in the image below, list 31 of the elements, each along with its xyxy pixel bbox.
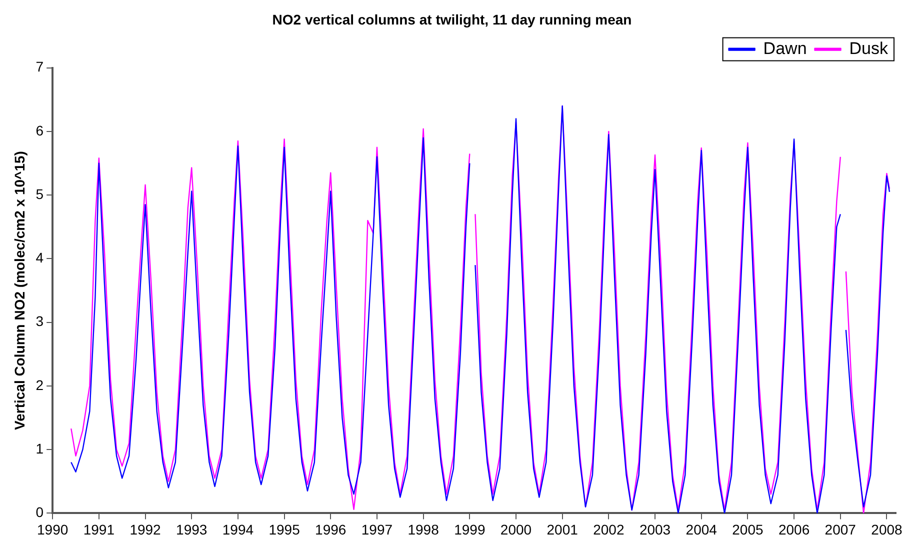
x-tick-label: 2006 [778,521,810,538]
y-tick-label: 5 [36,186,44,202]
x-tick-label: 1996 [315,521,346,538]
x-tick-label: 2000 [500,521,532,538]
x-tick-label: 2004 [686,521,718,538]
x-tick-label: 1995 [268,521,300,538]
legend-label: Dawn [763,38,807,58]
x-tick-label: 2005 [732,521,764,538]
x-tick-label: 1997 [361,521,393,538]
x-tick-label: 2002 [593,521,624,538]
x-tick-label: 1992 [130,521,162,538]
x-tick-label: 1990 [37,521,68,538]
y-tick-label: 1 [36,440,44,456]
x-tick-label: 2003 [639,521,671,538]
x-tick-label: 2007 [824,521,856,538]
y-axis-title: Vertical Column NO2 (molec/cm2 x 10^15) [11,151,28,430]
y-tick-label: 0 [36,504,44,520]
x-tick-label: 1991 [83,521,115,538]
x-tick-label: 1999 [454,521,486,538]
chart-title: NO2 vertical columns at twilight, 11 day running mean [272,11,632,28]
y-tick-label: 7 [36,58,44,75]
y-tick-label: 4 [36,250,44,266]
legend-label: Dusk [849,38,888,58]
x-tick-label: 2008 [871,521,903,538]
x-tick-label: 1994 [222,521,254,538]
y-tick-label: 6 [36,122,44,138]
y-tick-label: 3 [36,313,44,330]
x-tick-label: 2001 [546,521,578,538]
x-tick-label: 1998 [408,521,440,538]
x-tick-label: 1993 [176,521,208,538]
y-tick-label: 2 [36,376,44,393]
